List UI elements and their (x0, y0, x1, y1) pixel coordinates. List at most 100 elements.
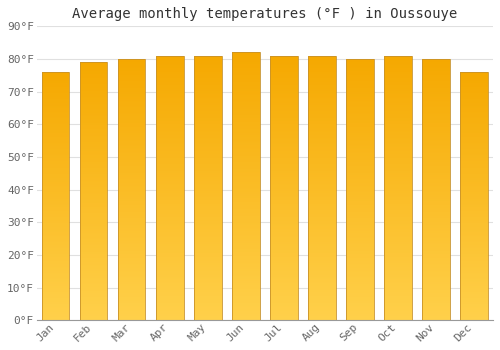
Bar (118, 252, 146, 254)
Bar (194, 300, 222, 302)
Bar (460, 99, 487, 100)
Bar (422, 88, 450, 89)
Bar (118, 90, 146, 92)
Bar (42, 236, 70, 237)
Bar (156, 166, 184, 167)
Bar (156, 115, 184, 117)
Bar (270, 83, 297, 85)
Bar (232, 118, 260, 119)
Bar (156, 68, 184, 69)
Bar (384, 83, 411, 85)
Bar (308, 183, 336, 184)
Bar (384, 244, 411, 245)
Bar (308, 191, 336, 192)
Bar (346, 59, 374, 60)
Bar (422, 68, 450, 69)
Bar (308, 213, 336, 215)
Bar (118, 218, 146, 220)
Bar (422, 201, 450, 203)
Bar (346, 220, 374, 221)
Bar (156, 278, 184, 279)
Bar (118, 201, 146, 203)
Bar (460, 246, 487, 247)
Bar (118, 80, 146, 81)
Bar (460, 135, 487, 137)
Bar (308, 259, 336, 261)
Bar (118, 126, 146, 127)
Bar (346, 90, 374, 92)
Bar (384, 279, 411, 281)
Bar (346, 201, 374, 203)
Bar (80, 297, 108, 298)
Bar (194, 108, 222, 110)
Bar (422, 264, 450, 265)
Bar (194, 158, 222, 159)
Bar (118, 92, 146, 93)
Bar (194, 213, 222, 215)
Bar (156, 57, 184, 58)
Bar (80, 74, 108, 75)
Bar (346, 252, 374, 254)
Bar (460, 106, 487, 107)
Bar (346, 145, 374, 147)
Bar (460, 245, 487, 246)
Bar (270, 316, 297, 318)
Bar (422, 178, 450, 179)
Bar (42, 140, 70, 141)
Bar (422, 80, 450, 81)
Bar (156, 288, 184, 290)
Bar (118, 133, 146, 135)
Bar (270, 68, 297, 69)
Bar (156, 56, 184, 57)
Bar (42, 186, 70, 188)
Bar (384, 302, 411, 303)
Bar (346, 60, 374, 62)
Bar (42, 217, 70, 218)
Bar (232, 69, 260, 70)
Bar (232, 253, 260, 255)
Bar (308, 192, 336, 193)
Bar (346, 216, 374, 217)
Bar (42, 299, 70, 300)
Bar (346, 301, 374, 302)
Bar (42, 209, 70, 210)
Bar (42, 293, 70, 294)
Bar (308, 220, 336, 221)
Bar (346, 71, 374, 72)
Bar (232, 251, 260, 252)
Bar (460, 190, 487, 191)
Bar (384, 195, 411, 196)
Bar (308, 119, 336, 120)
Bar (118, 280, 146, 281)
Bar (80, 193, 108, 194)
Bar (118, 81, 146, 83)
Bar (80, 167, 108, 168)
Bar (460, 177, 487, 179)
Bar (422, 154, 450, 156)
Bar (308, 261, 336, 262)
Bar (156, 314, 184, 315)
Bar (270, 266, 297, 267)
Bar (232, 201, 260, 202)
Bar (346, 140, 374, 141)
Bar (194, 253, 222, 254)
Bar (460, 102, 487, 103)
Bar (460, 225, 487, 226)
Bar (194, 175, 222, 176)
Bar (232, 146, 260, 147)
Bar (118, 297, 146, 298)
Bar (308, 152, 336, 154)
Bar (80, 62, 108, 63)
Bar (194, 308, 222, 310)
Bar (156, 95, 184, 97)
Bar (346, 81, 374, 83)
Bar (232, 133, 260, 134)
Bar (156, 78, 184, 79)
Bar (422, 170, 450, 171)
Bar (270, 152, 297, 154)
Bar (194, 274, 222, 275)
Bar (232, 185, 260, 186)
Bar (232, 280, 260, 281)
Bar (118, 260, 146, 261)
Bar (422, 247, 450, 248)
